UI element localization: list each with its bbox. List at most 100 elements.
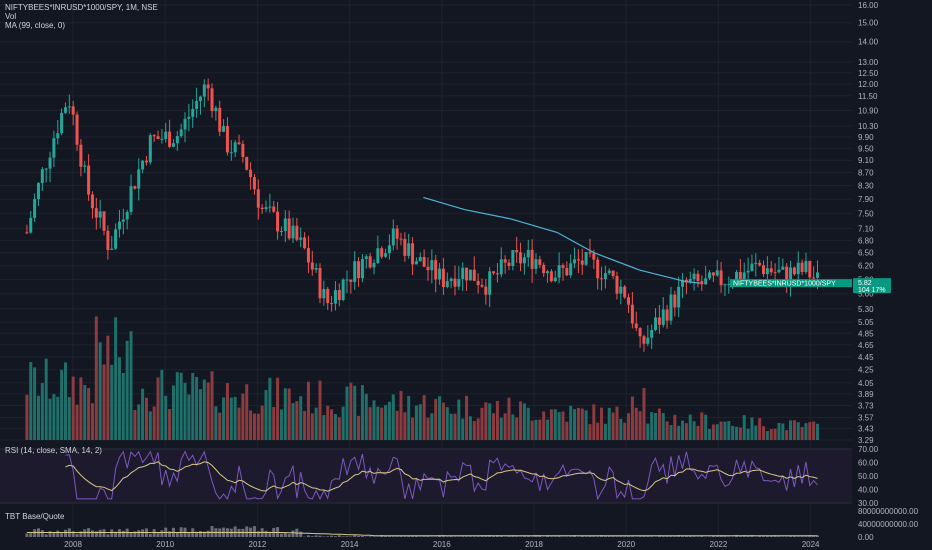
candle-body — [785, 266, 789, 284]
rsi-tick-label: 60.00 — [858, 459, 879, 468]
tbt-bar — [384, 535, 388, 537]
tbt-bar — [623, 536, 627, 537]
tbt-bar — [584, 536, 588, 537]
volume-bar — [418, 404, 422, 440]
candle-body — [804, 260, 808, 272]
tbt-bar — [341, 536, 345, 537]
candle-body — [110, 248, 114, 250]
tbt-bar — [681, 536, 685, 537]
price-axis[interactable]: 16.00 15.00 14.00 13.00 12.50 12.00 11.50 10.90… — [858, 1, 879, 445]
volume-bar — [129, 331, 133, 440]
candle-body — [711, 272, 715, 276]
candle-body — [438, 268, 442, 280]
candle-body — [542, 264, 546, 274]
volume-bar — [762, 426, 766, 440]
volume-bar — [661, 413, 665, 440]
volume-bar — [742, 415, 746, 440]
volume-bar — [592, 404, 596, 440]
candle-body — [372, 262, 376, 268]
volume-bar — [426, 417, 430, 440]
candle-body — [588, 252, 592, 254]
volume-bar — [218, 412, 222, 440]
candle-body — [742, 272, 746, 280]
volume-bar — [399, 390, 403, 440]
time-tick-label: 2022 — [710, 540, 728, 549]
candle-body — [156, 136, 160, 140]
tbt-bar — [796, 536, 800, 537]
price-tick-label: 14.00 — [858, 38, 879, 47]
tbt-bar — [765, 535, 769, 537]
candle-body — [25, 232, 29, 234]
price-tick-label: 9.50 — [858, 144, 874, 153]
time-axis[interactable]: 2008 2010 2012 2014 2016 2018 2020 2022 2024 — [64, 540, 820, 549]
chart-grid — [0, 0, 852, 537]
tbt-bar — [114, 531, 118, 537]
price-tick-label: 11.50 — [858, 92, 878, 101]
tbt-bar — [399, 535, 403, 537]
tbt-bar — [168, 531, 172, 537]
candle-body — [299, 237, 303, 240]
volume-bar — [472, 421, 476, 440]
tbt-legend[interactable]: TBT Base/Quote — [5, 512, 65, 521]
volume-bar — [553, 409, 557, 440]
candle-body — [206, 84, 210, 89]
price-tick-label: 4.65 — [858, 341, 874, 350]
candle-body — [179, 129, 183, 137]
candle-body — [387, 245, 391, 254]
candle-body — [114, 229, 118, 249]
candle-body — [341, 279, 345, 300]
volume-bar — [422, 395, 426, 440]
tbt-bar — [592, 536, 596, 537]
tbt-bar — [696, 536, 700, 537]
tbt-bar — [812, 535, 816, 537]
volume-legend[interactable]: Vol — [5, 12, 17, 21]
candle-body — [576, 259, 580, 261]
candle-body — [530, 249, 534, 269]
volume-bar — [268, 377, 272, 440]
volume-bar — [395, 410, 399, 440]
volume-bar — [272, 407, 276, 440]
candle-body — [218, 107, 222, 132]
candle-body — [303, 237, 307, 249]
candle-body — [719, 270, 723, 286]
candle-body — [758, 262, 762, 266]
candle-body — [168, 131, 172, 147]
candle-body — [237, 142, 241, 144]
candle-body — [762, 265, 766, 275]
candle-body — [330, 303, 334, 305]
volume-bar — [198, 389, 202, 440]
ma-legend[interactable]: MA (99, close, 0) — [5, 21, 66, 30]
candle-body — [121, 219, 125, 222]
candle-body — [715, 270, 719, 276]
tbt-bar — [29, 533, 33, 537]
tbt-bar — [411, 535, 415, 537]
tbt-bar — [777, 536, 781, 537]
volume-bar — [87, 388, 91, 440]
candle-body — [60, 112, 64, 134]
candle-body — [191, 108, 195, 117]
candle-body — [357, 261, 361, 279]
candle-body — [48, 157, 52, 169]
symbol-title[interactable]: NIFTYBEES*INRUSD*1000/SPY, 1M, NSE — [5, 3, 158, 12]
volume-bar — [121, 372, 125, 440]
tbt-bar — [25, 533, 29, 537]
tbt-bar — [800, 536, 804, 537]
tbt-bar — [187, 532, 191, 537]
tbt-bar — [499, 535, 503, 537]
candle-body — [434, 260, 438, 280]
tbt-ma-line — [26, 532, 818, 537]
volume-bar — [576, 407, 580, 440]
candle-body — [623, 286, 627, 298]
candle-body — [750, 263, 754, 271]
tbt-bar — [553, 536, 557, 537]
volume-bar — [195, 376, 199, 440]
candle-body — [476, 280, 480, 285]
tbt-bar — [56, 530, 60, 537]
volume-bar — [708, 429, 712, 440]
tbt-bar — [426, 535, 430, 537]
volume-bar — [777, 422, 781, 440]
price-tick-label: 3.89 — [858, 390, 874, 399]
candle-body — [160, 138, 164, 140]
rsi-legend[interactable]: RSI (14, close, SMA, 14, 2) — [5, 446, 102, 455]
